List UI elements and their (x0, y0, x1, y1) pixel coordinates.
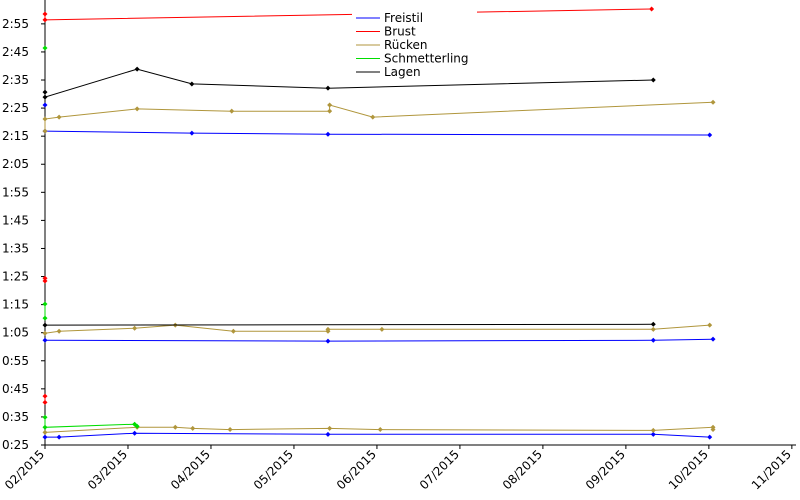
point (42, 94, 48, 100)
point (650, 427, 656, 433)
point (42, 17, 48, 23)
y-tick-label: 0:45 (2, 382, 29, 396)
x-tick-label: 04/2015 (168, 447, 213, 492)
point (56, 114, 62, 120)
x-tick-label: 03/2015 (85, 447, 130, 492)
point (42, 429, 48, 435)
point (650, 77, 656, 83)
point (325, 431, 331, 437)
y-tick-label: 2:35 (2, 73, 29, 87)
y-tick-label: 1:25 (2, 270, 29, 284)
y-tick-label: 1:45 (2, 213, 29, 227)
series-line (44, 101, 714, 433)
y-tick-label: 1:35 (2, 241, 29, 255)
point (42, 116, 48, 122)
y-tick-label: 2:15 (2, 129, 29, 143)
y-tick-label: 0:35 (2, 410, 29, 424)
point (710, 99, 716, 105)
point (56, 434, 62, 440)
point (189, 130, 195, 136)
point (707, 132, 713, 138)
x-tick-label: 10/2015 (666, 447, 711, 492)
x-tick-label: 08/2015 (500, 447, 545, 492)
x-tick-label: 11/2015 (749, 447, 794, 492)
legend-label: Brust (384, 25, 416, 39)
legend-label: Rücken (384, 38, 428, 52)
x-tick-label: 07/2015 (417, 447, 462, 492)
point (42, 275, 48, 281)
point (710, 427, 716, 433)
legend-label: Schmetterling (384, 52, 469, 66)
legend-label: Freistil (384, 11, 423, 25)
y-tick-label: 2:05 (2, 157, 29, 171)
point (230, 328, 236, 334)
point (227, 427, 233, 433)
x-tick-label: 02/2015 (2, 447, 47, 492)
point (132, 430, 138, 436)
point (325, 85, 331, 91)
series-line (44, 130, 714, 438)
point (42, 301, 48, 307)
point (327, 108, 333, 114)
point (132, 325, 138, 331)
y-tick-label: 1:55 (2, 185, 29, 199)
point (707, 434, 713, 440)
y-tick-label: 1:15 (2, 298, 29, 312)
point (42, 393, 48, 399)
point (379, 326, 385, 332)
point (42, 45, 48, 51)
x-tick-label: 06/2015 (334, 447, 379, 492)
point (42, 330, 48, 336)
y-tick-label: 2:25 (2, 101, 29, 115)
point (42, 322, 48, 328)
point (42, 424, 48, 430)
point (325, 338, 331, 344)
point (325, 326, 331, 332)
legend-label: Lagen (384, 65, 421, 79)
point (42, 102, 48, 108)
point (327, 425, 333, 431)
point (42, 11, 48, 17)
point (327, 102, 333, 108)
point (325, 131, 331, 137)
point (42, 128, 48, 134)
point (710, 336, 716, 342)
point (707, 322, 713, 328)
point (650, 321, 656, 327)
y-tick-label: 0:25 (2, 438, 29, 452)
point (190, 425, 196, 431)
series-line (44, 304, 138, 428)
y-tick-label: 0:55 (2, 354, 29, 368)
x-tick-label: 05/2015 (251, 447, 296, 492)
point (377, 427, 383, 433)
point (134, 106, 140, 112)
point (370, 114, 376, 120)
point (172, 424, 178, 430)
x-tick-label: 09/2015 (583, 447, 628, 492)
point (650, 431, 656, 437)
legend-box (352, 10, 477, 78)
point (650, 337, 656, 343)
y-tick-label: 2:55 (2, 17, 29, 31)
point (42, 414, 48, 420)
point (650, 326, 656, 332)
point (649, 6, 655, 12)
point (189, 81, 195, 87)
point (42, 399, 48, 405)
point (42, 278, 48, 284)
point (42, 315, 48, 321)
point (42, 434, 48, 440)
point (42, 89, 48, 95)
y-tick-label: 2:45 (2, 45, 29, 59)
point (42, 337, 48, 343)
point (56, 328, 62, 334)
y-tick-label: 1:05 (2, 326, 29, 340)
point (134, 66, 140, 72)
point (134, 423, 140, 429)
point (229, 108, 235, 114)
